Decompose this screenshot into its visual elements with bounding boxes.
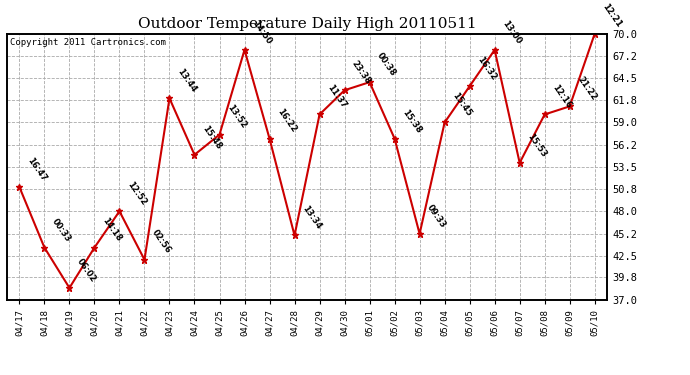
Text: 13:34: 13:34: [300, 204, 323, 231]
Text: 14:18: 14:18: [100, 216, 123, 243]
Text: 14:50: 14:50: [250, 19, 273, 46]
Text: 15:48: 15:48: [200, 123, 223, 151]
Text: 13:44: 13:44: [175, 67, 198, 94]
Text: 16:32: 16:32: [475, 55, 498, 82]
Text: 23:38: 23:38: [350, 59, 373, 86]
Text: 13:52: 13:52: [225, 104, 248, 130]
Text: 02:56: 02:56: [150, 228, 172, 255]
Text: 12:52: 12:52: [125, 180, 148, 207]
Title: Outdoor Temperature Daily High 20110511: Outdoor Temperature Daily High 20110511: [138, 17, 476, 31]
Text: 15:53: 15:53: [525, 132, 548, 159]
Text: 11:37: 11:37: [325, 83, 348, 110]
Text: Copyright 2011 Cartronics.com: Copyright 2011 Cartronics.com: [10, 38, 166, 47]
Text: 13:00: 13:00: [500, 19, 523, 46]
Text: 06:02: 06:02: [75, 257, 97, 284]
Text: 15:38: 15:38: [400, 108, 423, 135]
Text: 21:22: 21:22: [575, 75, 598, 102]
Text: 12:16: 12:16: [550, 83, 573, 110]
Text: 15:45: 15:45: [450, 91, 473, 118]
Text: 09:33: 09:33: [425, 203, 448, 229]
Text: 00:33: 00:33: [50, 217, 72, 243]
Text: 16:47: 16:47: [25, 156, 48, 183]
Text: 00:38: 00:38: [375, 51, 397, 78]
Text: 16:22: 16:22: [275, 107, 298, 135]
Text: 12:21: 12:21: [600, 2, 623, 30]
